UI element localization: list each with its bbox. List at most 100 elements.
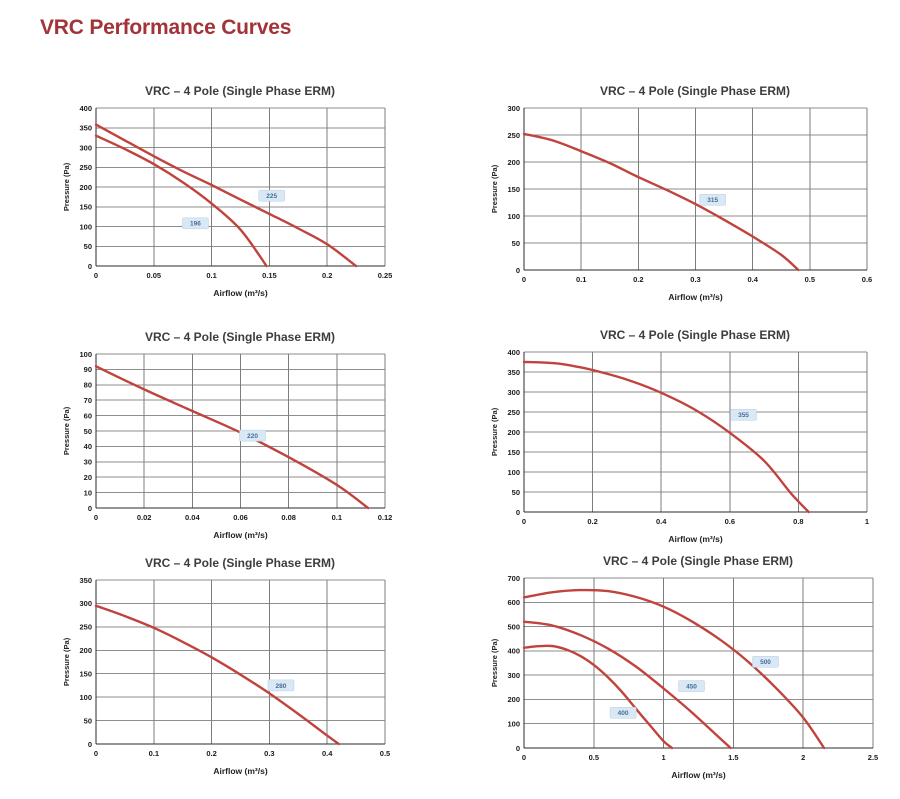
series-label: 400	[609, 707, 637, 719]
svg-text:0.2: 0.2	[206, 749, 216, 758]
svg-text:0.25: 0.25	[378, 271, 393, 280]
svg-text:50: 50	[512, 488, 520, 497]
svg-text:500: 500	[760, 659, 771, 666]
svg-text:100: 100	[507, 720, 520, 729]
svg-text:0.15: 0.15	[262, 271, 277, 280]
svg-text:50: 50	[84, 427, 92, 436]
svg-text:0: 0	[516, 508, 520, 517]
series-label: 500	[752, 656, 779, 668]
svg-text:200: 200	[507, 695, 520, 704]
svg-text:0.2: 0.2	[322, 271, 332, 280]
svg-text:0.02: 0.02	[137, 513, 152, 522]
svg-text:350: 350	[79, 576, 92, 585]
chart-plot: 0 50 100 150 200 250 300 350 400 0 0.2 0.4 0.6 0.8 1 Pr…	[490, 348, 869, 544]
svg-text:100: 100	[79, 693, 92, 702]
chart-title: VRC – 4 Pole (Single Phase ERM)	[144, 556, 336, 570]
svg-text:0.6: 0.6	[862, 275, 872, 284]
svg-text:300: 300	[79, 143, 92, 152]
series-label: 355	[730, 409, 757, 421]
chart-card: VRC – 4 Pole (Single Phase ERM) 0 10 20 30 40…	[60, 330, 398, 544]
svg-text:200: 200	[507, 158, 520, 167]
chart-title: VRC – 4 Pole (Single Phase ERM)	[599, 84, 791, 98]
svg-text:0.1: 0.1	[332, 513, 342, 522]
svg-text:150: 150	[79, 203, 92, 212]
svg-text:350: 350	[507, 368, 520, 377]
svg-text:300: 300	[507, 104, 520, 113]
chart-plot: 0 50 100 150 200 250 300 350 0 0.1 0.2 0.3 0.4 0.5 Pre…	[62, 576, 390, 776]
svg-text:400: 400	[507, 348, 520, 357]
svg-text:80: 80	[84, 381, 92, 390]
svg-text:250: 250	[507, 131, 520, 140]
svg-text:20: 20	[84, 473, 92, 482]
svg-text:0: 0	[88, 504, 92, 513]
svg-text:0: 0	[522, 517, 526, 526]
svg-text:0.8: 0.8	[793, 517, 803, 526]
svg-text:196: 196	[190, 221, 201, 228]
svg-text:2.5: 2.5	[868, 753, 878, 762]
svg-text:300: 300	[507, 671, 520, 680]
svg-text:300: 300	[507, 388, 520, 397]
svg-text:250: 250	[507, 408, 520, 417]
svg-text:200: 200	[79, 183, 92, 192]
svg-text:0.12: 0.12	[378, 513, 393, 522]
svg-text:70: 70	[84, 396, 92, 405]
chart-plot: 0 50 100 150 200 250 300 350 400 0 0.05 0.1 0.15 0.2 0…	[62, 104, 393, 298]
series-label: 196	[182, 217, 209, 230]
chart-card: VRC – 4 Pole (Single Phase ERM) 0 50 100 150…	[60, 556, 398, 780]
svg-text:0: 0	[88, 262, 92, 271]
chart-title: VRC – 4 Pole (Single Phase ERM)	[144, 330, 336, 344]
svg-text:100: 100	[79, 222, 92, 231]
svg-text:50: 50	[512, 239, 520, 248]
svg-text:100: 100	[507, 212, 520, 221]
svg-text:0: 0	[516, 744, 520, 753]
svg-text:0.5: 0.5	[380, 749, 390, 758]
x-axis-label: Airflow (m³/s)	[213, 766, 267, 776]
chart-card: VRC – 4 Pole (Single Phase ERM) 0 100 200 30…	[488, 554, 886, 784]
svg-text:500: 500	[507, 622, 520, 631]
svg-text:400: 400	[507, 647, 520, 656]
svg-text:0.5: 0.5	[589, 753, 599, 762]
svg-text:450: 450	[686, 683, 697, 690]
svg-text:50: 50	[84, 716, 92, 725]
series-label: 225	[258, 189, 285, 202]
series-label: 315	[699, 194, 726, 206]
svg-text:355: 355	[738, 412, 749, 419]
chart-plot: 0 100 200 300 400 500 600 700 0 0.5 1 1.5 2 2.5 Pressu…	[490, 574, 878, 780]
svg-text:400: 400	[79, 104, 92, 113]
chart-plot: 0 10 20 30 40 50 60 70 80 90 100 0 0.02 0.04 0.06 0.08 0…	[62, 350, 393, 540]
x-axis-label: Airflow (m³/s)	[671, 770, 725, 780]
svg-text:10: 10	[84, 488, 92, 497]
svg-text:0.3: 0.3	[690, 275, 700, 284]
svg-text:0: 0	[94, 749, 98, 758]
svg-text:220: 220	[247, 433, 258, 440]
y-axis-label: Pressure (Pa)	[62, 637, 71, 686]
svg-text:0.2: 0.2	[633, 275, 643, 284]
svg-text:0: 0	[88, 740, 92, 749]
chart-card: VRC – 4 Pole (Single Phase ERM) 0 50 100 150…	[60, 84, 398, 302]
chart-title: VRC – 4 Pole (Single Phase ERM)	[599, 328, 791, 342]
series-label: 450	[678, 680, 705, 692]
svg-text:0.4: 0.4	[656, 517, 667, 526]
y-axis-label: Pressure (Pa)	[490, 164, 499, 213]
svg-text:1: 1	[662, 753, 666, 762]
x-axis-label: Airflow (m³/s)	[213, 530, 267, 540]
x-axis-label: Airflow (m³/s)	[668, 534, 722, 544]
x-axis-label: Airflow (m³/s)	[668, 292, 722, 302]
svg-text:0.06: 0.06	[233, 513, 248, 522]
svg-text:0.05: 0.05	[146, 271, 161, 280]
svg-text:0.2: 0.2	[587, 517, 597, 526]
y-axis-label: Pressure (Pa)	[62, 406, 71, 455]
svg-text:1.5: 1.5	[728, 753, 738, 762]
svg-text:60: 60	[84, 411, 92, 420]
chart-card: VRC – 4 Pole (Single Phase ERM) 0 50 100 150…	[488, 328, 880, 548]
svg-text:250: 250	[79, 623, 92, 632]
svg-text:1: 1	[865, 517, 869, 526]
svg-text:315: 315	[707, 197, 718, 204]
svg-text:0: 0	[522, 275, 526, 284]
svg-text:200: 200	[507, 428, 520, 437]
y-axis-label: Pressure (Pa)	[490, 638, 499, 687]
page-title: VRC Performance Curves	[40, 16, 292, 39]
svg-text:0.08: 0.08	[281, 513, 296, 522]
y-axis-label: Pressure (Pa)	[490, 407, 499, 456]
